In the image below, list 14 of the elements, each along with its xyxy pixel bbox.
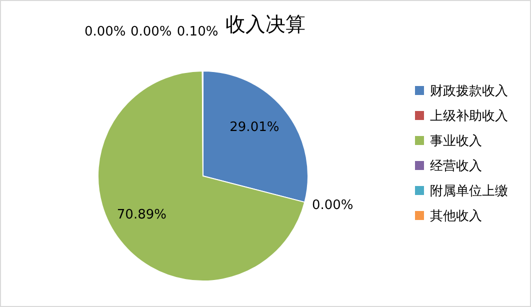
text: 0.00% [312, 198, 354, 214]
legend-label: 经营收入 [430, 158, 482, 174]
data-label: 29.01% [230, 120, 280, 135]
data-label: 0.10% [176, 24, 218, 40]
legend-label: 其他收入 [430, 208, 482, 224]
legend-label: 上级补助收入 [430, 108, 508, 124]
pie-slice [98, 70, 306, 282]
legend-label: 事业收入 [430, 134, 482, 148]
legend-label: 附属单位上缴 [430, 184, 508, 198]
chart-title: 收入决算 [226, 12, 306, 36]
data-label: 70.89% [116, 207, 166, 222]
legend-label: 财政拨款收入 [430, 84, 508, 98]
text: 0.00% [84, 24, 126, 40]
text: 0.00% [130, 24, 172, 40]
